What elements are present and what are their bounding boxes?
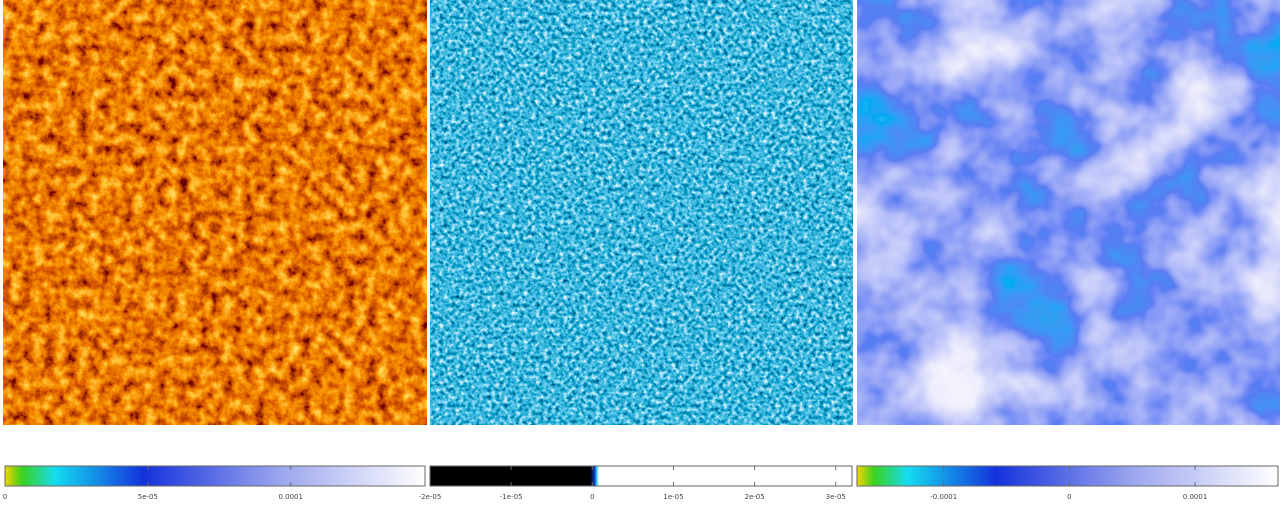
- tick-label: 0.0001: [1183, 493, 1208, 501]
- tick-label: 3e-05: [826, 493, 846, 501]
- map-panel-1: [3, 0, 427, 425]
- tick-label: 2e-05: [745, 493, 765, 501]
- tick-label: -2e-05: [419, 493, 442, 501]
- colorbar-3: [857, 466, 1278, 486]
- tick-label: 1e-05: [663, 493, 683, 501]
- tick-label: 0: [590, 493, 594, 501]
- figure: 0 5e-05 0.0001 -2e-05 -1e-05 0 1e-05 2e-05 3e-05…: [0, 0, 1287, 506]
- tick-label: 0: [3, 493, 7, 501]
- tick-label: 5e-05: [138, 493, 158, 501]
- tick-label: 0: [1067, 493, 1071, 501]
- map-panel-3: [857, 0, 1280, 425]
- colorbar-1: [5, 466, 425, 486]
- tick-label: -0.0001: [930, 493, 957, 501]
- map-panel-2: [430, 0, 853, 425]
- tick-label: -1e-05: [500, 493, 523, 501]
- colorbar-2: [430, 466, 852, 486]
- tick-label: 0.0001: [278, 493, 303, 501]
